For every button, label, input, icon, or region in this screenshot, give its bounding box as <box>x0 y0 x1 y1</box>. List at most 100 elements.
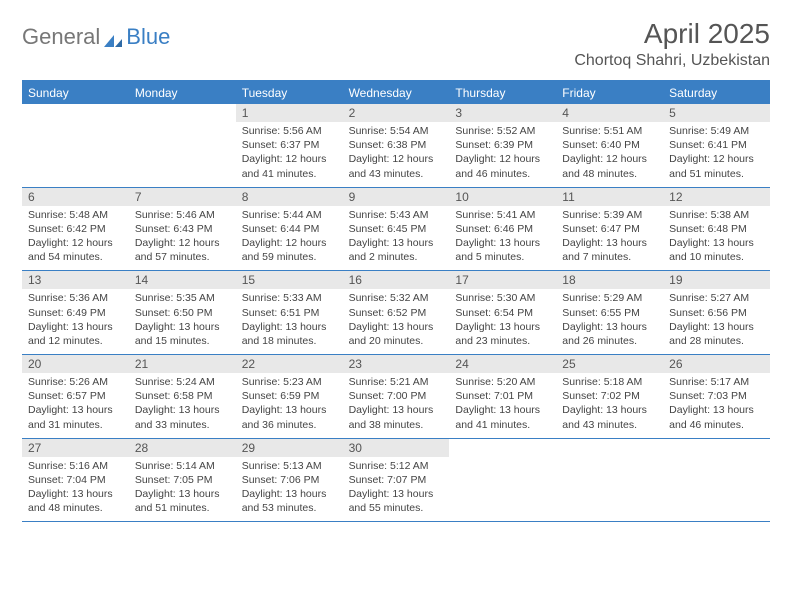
day-body: Sunrise: 5:18 AMSunset: 7:02 PMDaylight:… <box>556 373 663 432</box>
sunrise-line: Sunrise: 5:33 AM <box>242 291 337 305</box>
day-number: 13 <box>22 271 129 289</box>
day-body: Sunrise: 5:32 AMSunset: 6:52 PMDaylight:… <box>343 289 450 348</box>
daylight-line: Daylight: 13 hours and 20 minutes. <box>349 320 444 348</box>
day-number: 23 <box>343 355 450 373</box>
day-cell: 21Sunrise: 5:24 AMSunset: 6:58 PMDayligh… <box>129 355 236 438</box>
daylight-line: Daylight: 12 hours and 46 minutes. <box>455 152 550 180</box>
day-cell: 3Sunrise: 5:52 AMSunset: 6:39 PMDaylight… <box>449 104 556 187</box>
day-cell: 18Sunrise: 5:29 AMSunset: 6:55 PMDayligh… <box>556 271 663 354</box>
dow-cell: Friday <box>556 82 663 104</box>
day-cell: 7Sunrise: 5:46 AMSunset: 6:43 PMDaylight… <box>129 188 236 271</box>
sunrise-line: Sunrise: 5:56 AM <box>242 124 337 138</box>
day-number: 25 <box>556 355 663 373</box>
dow-cell: Wednesday <box>343 82 450 104</box>
daylight-line: Daylight: 13 hours and 5 minutes. <box>455 236 550 264</box>
days-of-week-row: SundayMondayTuesdayWednesdayThursdayFrid… <box>22 82 770 104</box>
day-body: Sunrise: 5:43 AMSunset: 6:45 PMDaylight:… <box>343 206 450 265</box>
sunset-line: Sunset: 6:55 PM <box>562 306 657 320</box>
daylight-line: Daylight: 12 hours and 57 minutes. <box>135 236 230 264</box>
sunset-line: Sunset: 6:58 PM <box>135 389 230 403</box>
day-body: Sunrise: 5:33 AMSunset: 6:51 PMDaylight:… <box>236 289 343 348</box>
sunrise-line: Sunrise: 5:48 AM <box>28 208 123 222</box>
daylight-line: Daylight: 13 hours and 41 minutes. <box>455 403 550 431</box>
day-body: Sunrise: 5:13 AMSunset: 7:06 PMDaylight:… <box>236 457 343 516</box>
sunset-line: Sunset: 6:43 PM <box>135 222 230 236</box>
sail-icon <box>102 29 124 45</box>
sunset-line: Sunset: 6:44 PM <box>242 222 337 236</box>
sunset-line: Sunset: 6:56 PM <box>669 306 764 320</box>
day-body: Sunrise: 5:35 AMSunset: 6:50 PMDaylight:… <box>129 289 236 348</box>
sunrise-line: Sunrise: 5:12 AM <box>349 459 444 473</box>
day-body: Sunrise: 5:26 AMSunset: 6:57 PMDaylight:… <box>22 373 129 432</box>
sunset-line: Sunset: 6:47 PM <box>562 222 657 236</box>
daylight-line: Daylight: 13 hours and 12 minutes. <box>28 320 123 348</box>
day-number: 15 <box>236 271 343 289</box>
sunrise-line: Sunrise: 5:38 AM <box>669 208 764 222</box>
day-cell: 30Sunrise: 5:12 AMSunset: 7:07 PMDayligh… <box>343 439 450 522</box>
daylight-line: Daylight: 13 hours and 33 minutes. <box>135 403 230 431</box>
sunrise-line: Sunrise: 5:13 AM <box>242 459 337 473</box>
sunrise-line: Sunrise: 5:32 AM <box>349 291 444 305</box>
daylight-line: Daylight: 13 hours and 28 minutes. <box>669 320 764 348</box>
day-cell: 9Sunrise: 5:43 AMSunset: 6:45 PMDaylight… <box>343 188 450 271</box>
logo-text-general: General <box>22 24 100 50</box>
sunset-line: Sunset: 6:54 PM <box>455 306 550 320</box>
day-body: Sunrise: 5:24 AMSunset: 6:58 PMDaylight:… <box>129 373 236 432</box>
daylight-line: Daylight: 13 hours and 15 minutes. <box>135 320 230 348</box>
daylight-line: Daylight: 13 hours and 51 minutes. <box>135 487 230 515</box>
day-body: Sunrise: 5:29 AMSunset: 6:55 PMDaylight:… <box>556 289 663 348</box>
day-cell <box>556 439 663 522</box>
sunrise-line: Sunrise: 5:46 AM <box>135 208 230 222</box>
title-block: April 2025 Chortoq Shahri, Uzbekistan <box>574 18 770 70</box>
logo: General Blue <box>22 24 170 50</box>
week-row: 13Sunrise: 5:36 AMSunset: 6:49 PMDayligh… <box>22 271 770 355</box>
day-body: Sunrise: 5:38 AMSunset: 6:48 PMDaylight:… <box>663 206 770 265</box>
daylight-line: Daylight: 13 hours and 18 minutes. <box>242 320 337 348</box>
day-number: 16 <box>343 271 450 289</box>
day-body: Sunrise: 5:12 AMSunset: 7:07 PMDaylight:… <box>343 457 450 516</box>
day-number: 24 <box>449 355 556 373</box>
daylight-line: Daylight: 12 hours and 59 minutes. <box>242 236 337 264</box>
calendar: SundayMondayTuesdayWednesdayThursdayFrid… <box>22 80 770 522</box>
day-number: 26 <box>663 355 770 373</box>
day-number: 17 <box>449 271 556 289</box>
day-cell: 29Sunrise: 5:13 AMSunset: 7:06 PMDayligh… <box>236 439 343 522</box>
sunrise-line: Sunrise: 5:17 AM <box>669 375 764 389</box>
day-cell: 23Sunrise: 5:21 AMSunset: 7:00 PMDayligh… <box>343 355 450 438</box>
daylight-line: Daylight: 13 hours and 43 minutes. <box>562 403 657 431</box>
day-number: 11 <box>556 188 663 206</box>
dow-cell: Monday <box>129 82 236 104</box>
sunset-line: Sunset: 6:50 PM <box>135 306 230 320</box>
day-cell: 25Sunrise: 5:18 AMSunset: 7:02 PMDayligh… <box>556 355 663 438</box>
sunset-line: Sunset: 6:39 PM <box>455 138 550 152</box>
day-cell: 19Sunrise: 5:27 AMSunset: 6:56 PMDayligh… <box>663 271 770 354</box>
logo-text-blue: Blue <box>126 24 170 50</box>
page-title: April 2025 <box>574 18 770 50</box>
day-cell <box>663 439 770 522</box>
day-body: Sunrise: 5:27 AMSunset: 6:56 PMDaylight:… <box>663 289 770 348</box>
sunrise-line: Sunrise: 5:27 AM <box>669 291 764 305</box>
sunset-line: Sunset: 6:57 PM <box>28 389 123 403</box>
sunset-line: Sunset: 6:41 PM <box>669 138 764 152</box>
daylight-line: Daylight: 13 hours and 53 minutes. <box>242 487 337 515</box>
daylight-line: Daylight: 13 hours and 48 minutes. <box>28 487 123 515</box>
dow-cell: Saturday <box>663 82 770 104</box>
sunrise-line: Sunrise: 5:20 AM <box>455 375 550 389</box>
sunrise-line: Sunrise: 5:41 AM <box>455 208 550 222</box>
week-row: 20Sunrise: 5:26 AMSunset: 6:57 PMDayligh… <box>22 355 770 439</box>
sunrise-line: Sunrise: 5:26 AM <box>28 375 123 389</box>
dow-cell: Thursday <box>449 82 556 104</box>
day-body: Sunrise: 5:44 AMSunset: 6:44 PMDaylight:… <box>236 206 343 265</box>
sunset-line: Sunset: 7:01 PM <box>455 389 550 403</box>
day-body: Sunrise: 5:46 AMSunset: 6:43 PMDaylight:… <box>129 206 236 265</box>
sunrise-line: Sunrise: 5:23 AM <box>242 375 337 389</box>
day-cell <box>449 439 556 522</box>
day-cell: 12Sunrise: 5:38 AMSunset: 6:48 PMDayligh… <box>663 188 770 271</box>
sunset-line: Sunset: 7:04 PM <box>28 473 123 487</box>
day-number: 28 <box>129 439 236 457</box>
daylight-line: Daylight: 13 hours and 10 minutes. <box>669 236 764 264</box>
day-body: Sunrise: 5:39 AMSunset: 6:47 PMDaylight:… <box>556 206 663 265</box>
sunset-line: Sunset: 6:45 PM <box>349 222 444 236</box>
day-body: Sunrise: 5:48 AMSunset: 6:42 PMDaylight:… <box>22 206 129 265</box>
dow-cell: Tuesday <box>236 82 343 104</box>
